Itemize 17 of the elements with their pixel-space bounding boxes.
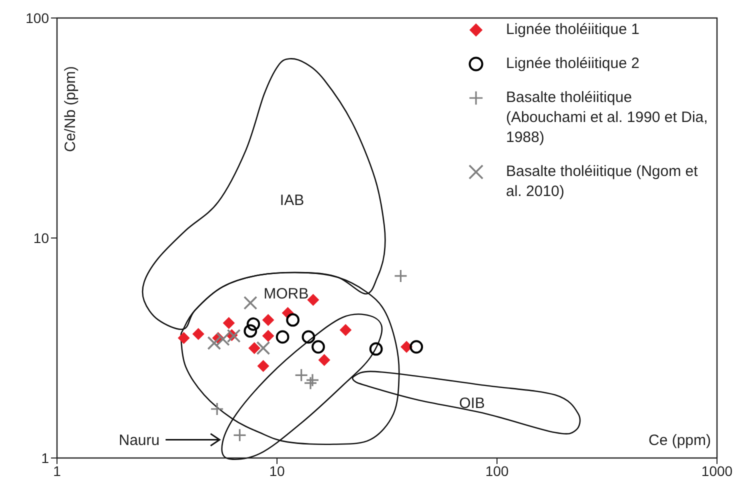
legend-label: Basalte tholéiitique (Abouchami et al. 1990 et Dia, 1988): [506, 88, 709, 148]
legend-label: Lignée tholéiitique 1: [506, 20, 640, 40]
legend-label: Lignée tholéiitique 2: [506, 54, 640, 74]
annotation: Nauru: [118, 432, 160, 449]
x-axis-title: Ce (ppm): [648, 432, 711, 449]
annotation: MORB: [264, 285, 309, 302]
x-tick-label: 1000: [701, 462, 733, 479]
x-tick-label: 10: [269, 462, 285, 479]
y-axis-title: Ce/Nb (ppm): [61, 66, 80, 152]
y-tick-label: 10: [33, 230, 50, 246]
annotation: OIB: [459, 394, 485, 412]
x-tick-label: 100: [485, 462, 509, 479]
annotation: IAB: [280, 192, 304, 209]
legend-label: Basalte tholéiitique (Ngom et al. 2010): [506, 162, 699, 202]
y-tick-label: 100: [26, 10, 50, 26]
x-tick-label: 1: [53, 462, 62, 479]
y-tick-label: 1: [41, 450, 50, 466]
